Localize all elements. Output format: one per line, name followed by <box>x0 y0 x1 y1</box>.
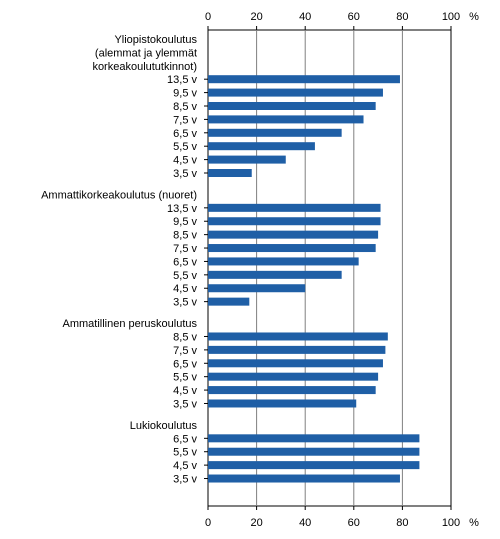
category-label: 3,5 v <box>173 398 197 410</box>
bar <box>208 270 342 279</box>
x-tick-label-top: 60 <box>348 11 360 23</box>
category-label: 5,5 v <box>173 372 197 384</box>
category-label: 4,5 v <box>173 155 197 167</box>
group-title: korkeakoulututkinnot) <box>92 61 197 73</box>
bar <box>208 297 250 306</box>
bar <box>208 399 357 408</box>
category-label: 6,5 v <box>173 433 197 445</box>
bar <box>208 169 252 177</box>
category-label: 6,5 v <box>173 358 197 370</box>
category-label: 7,5 v <box>173 243 197 255</box>
bar <box>208 75 400 84</box>
category-label: 7,5 v <box>173 114 197 126</box>
bar <box>208 102 376 110</box>
x-tick-label-bottom: 80 <box>396 517 408 529</box>
bar <box>208 372 379 381</box>
category-label: 4,5 v <box>173 460 197 472</box>
bar <box>208 230 379 239</box>
bar <box>208 284 306 293</box>
category-label: 9,5 v <box>173 88 197 100</box>
x-unit-label-top: % <box>469 11 479 23</box>
category-label: 3,5 v <box>173 168 197 180</box>
x-tick-label-bottom: 20 <box>250 517 262 529</box>
category-label: 4,5 v <box>173 283 197 295</box>
category-label: 5,5 v <box>173 141 197 153</box>
category-label: 6,5 v <box>173 128 197 140</box>
group-title: Lukiokoulutus <box>130 420 198 432</box>
x-tick-label-bottom: 40 <box>299 517 311 529</box>
bar <box>208 332 388 341</box>
x-tick-label-bottom: 60 <box>348 517 360 529</box>
category-label: 3,5 v <box>173 474 197 486</box>
bar <box>208 115 364 124</box>
x-tick-label-top: 0 <box>205 11 211 23</box>
plot-frame <box>207 29 452 507</box>
bar <box>208 142 315 151</box>
bar <box>208 128 342 137</box>
bar <box>208 155 286 164</box>
bar <box>208 257 359 266</box>
category-label: 3,5 v <box>173 297 197 309</box>
category-label: 8,5 v <box>173 101 197 113</box>
x-unit-label-bottom: % <box>469 517 479 529</box>
bar <box>208 203 381 212</box>
x-tick-label-top: 100 <box>442 11 460 23</box>
bar <box>208 447 420 456</box>
category-label: 5,5 v <box>173 270 197 282</box>
bar <box>208 359 383 368</box>
group-title: Ammattikorkeakoulutus (nuoret) <box>41 189 197 201</box>
category-label: 7,5 v <box>173 345 197 357</box>
bar <box>208 434 420 443</box>
category-label: 5,5 v <box>173 447 197 459</box>
bar <box>208 474 400 483</box>
x-tick-label-top: 20 <box>250 11 262 23</box>
x-tick-label-top: 80 <box>396 11 408 23</box>
bar <box>208 461 420 470</box>
group-title: Ammatillinen peruskoulutus <box>62 318 197 330</box>
category-label: 8,5 v <box>173 331 197 343</box>
x-tick-label-bottom: 0 <box>205 517 211 529</box>
group-title: (alemmat ja ylemmät <box>95 47 197 59</box>
category-label: 13,5 v <box>167 203 197 215</box>
bar <box>208 244 376 253</box>
x-tick-label-top: 40 <box>299 11 311 23</box>
bar <box>208 217 381 226</box>
x-tick-label-bottom: 100 <box>442 517 460 529</box>
category-label: 9,5 v <box>173 216 197 228</box>
bar <box>208 345 386 354</box>
group-title: Yliopistokoulutus <box>114 34 197 46</box>
category-label: 13,5 v <box>167 74 197 86</box>
category-label: 4,5 v <box>173 385 197 397</box>
category-label: 8,5 v <box>173 230 197 242</box>
category-label: 6,5 v <box>173 256 197 268</box>
bar <box>208 88 383 97</box>
bar <box>208 386 376 395</box>
